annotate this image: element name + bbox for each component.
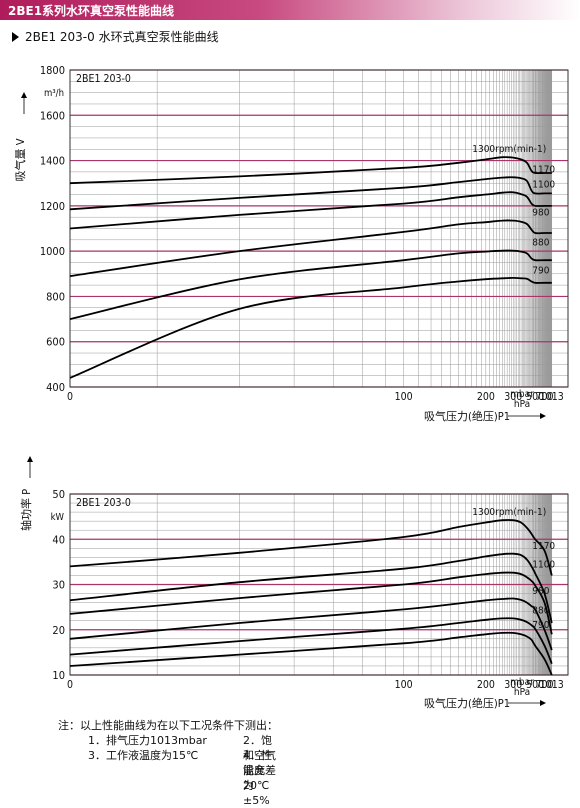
header-title: 2BE1系列水环真空泵性能曲线	[8, 4, 175, 18]
chart-1-x-axis-arrowhead	[540, 413, 546, 419]
note-item-4: 4．性能允差为±5%	[243, 749, 276, 807]
chart-2-y-tick-label: 10	[52, 669, 65, 682]
chart-2-x-axis-label: 吸气压力(绝压)P1	[424, 696, 510, 710]
chart-2-x-tick-label: 0	[67, 679, 73, 691]
chart-1-y-unit: m³/h	[44, 88, 64, 99]
chart-1-series-label-3: 1100	[532, 180, 555, 191]
note-item-1: 1．排气压力1013mbar	[88, 734, 207, 747]
chart-1-x-tick-label: 500	[526, 391, 544, 403]
chart-2-y-axis-arrowhead	[27, 456, 33, 462]
chart-2-series-label-6: 790	[532, 620, 549, 631]
chart-2-series-line-4	[69, 597, 553, 651]
chart-1-x-unit-mbar: mbar	[510, 389, 534, 400]
subtitle-text: 2BE1 203-0 水环式真空泵性能曲线	[25, 30, 219, 44]
chart-2-x-tick-label: 200	[477, 679, 495, 691]
chart-2-series-line-2	[69, 552, 553, 624]
chart-1-series-label-6: 790	[532, 265, 549, 276]
chart-1-series-label-4: 980	[532, 208, 549, 219]
chart-2-series-label-5: 880	[532, 605, 549, 616]
chart-1-x-tick-label: 700	[536, 391, 554, 403]
notes-block: 注：以上性能曲线为在以下工况条件下测出： 1．排气压力1013mbar 2．饱和…	[58, 718, 278, 807]
chart-1-y-tick-label: 1400	[40, 155, 65, 168]
triangle-bullet-icon	[12, 32, 19, 42]
chart-2-x-tick-label: 300	[504, 679, 522, 691]
chart-2-series-line-1	[69, 519, 553, 576]
chart-1-y-axis-arrowhead	[21, 92, 27, 98]
chart-1-series-label-1: 1300rpm(min-1)	[472, 144, 546, 155]
chart-2-series-line-5	[69, 617, 553, 665]
chart-1-series-line-5	[69, 249, 552, 320]
chart-1-x-tick-label: 0	[67, 391, 73, 403]
chart-1-y-tick-label: 600	[46, 336, 65, 349]
header-bar: 2BE1系列水环真空泵性能曲线	[0, 0, 580, 20]
chart-2-series-label-1: 1300rpm(min-1)	[472, 507, 546, 518]
chart-2-series-line-6	[69, 631, 553, 676]
chart-1-series-label-2: 1170	[532, 165, 555, 176]
chart-1-x-tick-label: 1013	[540, 391, 564, 403]
chart-1-y-tick-label: 400	[46, 381, 65, 394]
chart-1-series-line-6	[69, 276, 552, 379]
chart-2-y-tick-label: 50	[52, 488, 65, 501]
chart-2-y-axis-label: 轴功率 P	[19, 489, 33, 531]
chart-2-x-tick-label: 700	[536, 679, 554, 691]
chart-1-y-axis-label: 吸气量 V	[13, 138, 27, 181]
chart-1-x-tick-label: 200	[477, 391, 495, 403]
chart-1-series-line-2	[69, 176, 552, 211]
notes-heading: 注：以上性能曲线为在以下工况条件下测出：	[58, 719, 278, 732]
chart-2-x-tick-label: 1013	[540, 679, 564, 691]
chart-1-y-tick-label: 1000	[40, 245, 65, 258]
chart-2-series-line-3	[69, 571, 553, 635]
chart-1-y-tick-label: 1800	[40, 64, 65, 77]
chart-1-y-tick-label: 1200	[40, 200, 65, 213]
chart-2-x-unit-hpa: hPa	[514, 687, 530, 698]
chart-2-series-label-3: 1100	[532, 560, 555, 571]
chart-1-y-tick-label: 1600	[40, 109, 65, 122]
chart-2-y-unit: kW	[51, 512, 65, 523]
chart-1-series-label-5: 880	[532, 238, 549, 249]
chart-2-y-tick-label: 20	[52, 624, 65, 637]
page-subtitle: 2BE1 203-0 水环式真空泵性能曲线	[12, 28, 219, 45]
chart-1-series-line-3	[69, 191, 552, 230]
chart-2-frame	[69, 493, 569, 676]
chart-2-y-tick-label: 30	[52, 579, 65, 592]
chart-1-series-line-1	[69, 156, 552, 185]
chart-1-series-line-4	[69, 219, 552, 277]
chart-1-x-tick-label: 300	[504, 391, 522, 403]
chart-2-model-label: 2BE1 203-0	[76, 497, 131, 509]
chart-1-x-axis-label: 吸气压力(绝压)P1	[424, 409, 510, 423]
chart-2-x-axis-arrowhead	[540, 700, 546, 706]
chart-2-series-label-4: 980	[532, 586, 549, 597]
note-item-3: 3．工作液温度为15℃	[88, 749, 199, 762]
chart-2-x-tick-label: 500	[526, 679, 544, 691]
chart-1-y-tick-label: 800	[46, 290, 65, 303]
chart-1-x-tick-label: 100	[395, 391, 413, 403]
chart-2-x-unit-mbar: mbar	[510, 677, 534, 688]
chart-2-series-label-2: 1170	[532, 541, 555, 552]
chart-2-y-tick-label: 40	[52, 533, 65, 546]
chart-1-x-unit-hpa: hPa	[514, 399, 530, 410]
chart-1-model-label: 2BE1 203-0	[76, 73, 131, 85]
chart-2-x-tick-label: 100	[395, 679, 413, 691]
